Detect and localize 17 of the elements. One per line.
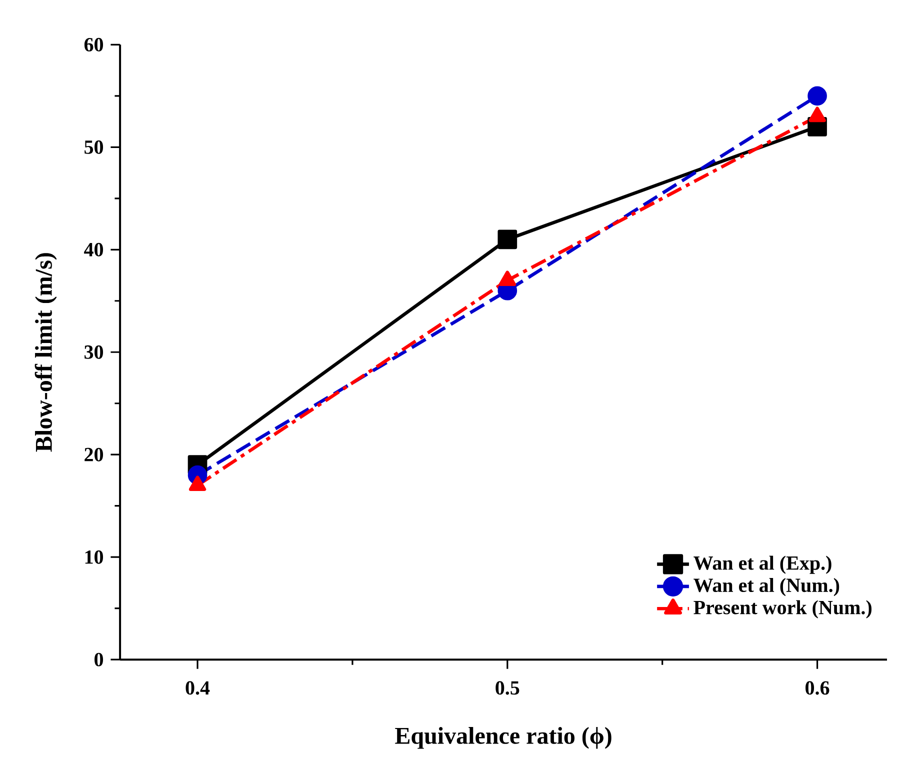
x-tick-label: 0.6 bbox=[806, 681, 830, 695]
point bbox=[498, 230, 518, 250]
legend-label: Present work (Num.) bbox=[694, 600, 872, 619]
x-axis-title: Equivalence ratio (ϕ) bbox=[395, 727, 612, 749]
legend-label: Wan et al (Num.) bbox=[694, 578, 840, 596]
x-tick-label: 0.5 bbox=[496, 681, 520, 695]
y-tick-label: 10 bbox=[85, 550, 104, 564]
y-tick-label: 60 bbox=[84, 38, 104, 52]
y-tick-label: 0 bbox=[94, 653, 104, 666]
legend-label: Wan et al (Exp.) bbox=[694, 556, 832, 574]
y-tick-label: 20 bbox=[84, 448, 104, 462]
point bbox=[808, 86, 827, 106]
y-tick-label: 50 bbox=[84, 140, 104, 154]
y-tick-label: 30 bbox=[84, 346, 104, 360]
x-tick-label: 0.4 bbox=[186, 681, 210, 695]
y-tick-label: 40 bbox=[84, 243, 104, 257]
y-axis-title: Blow-off limit (m/s) bbox=[34, 253, 57, 452]
